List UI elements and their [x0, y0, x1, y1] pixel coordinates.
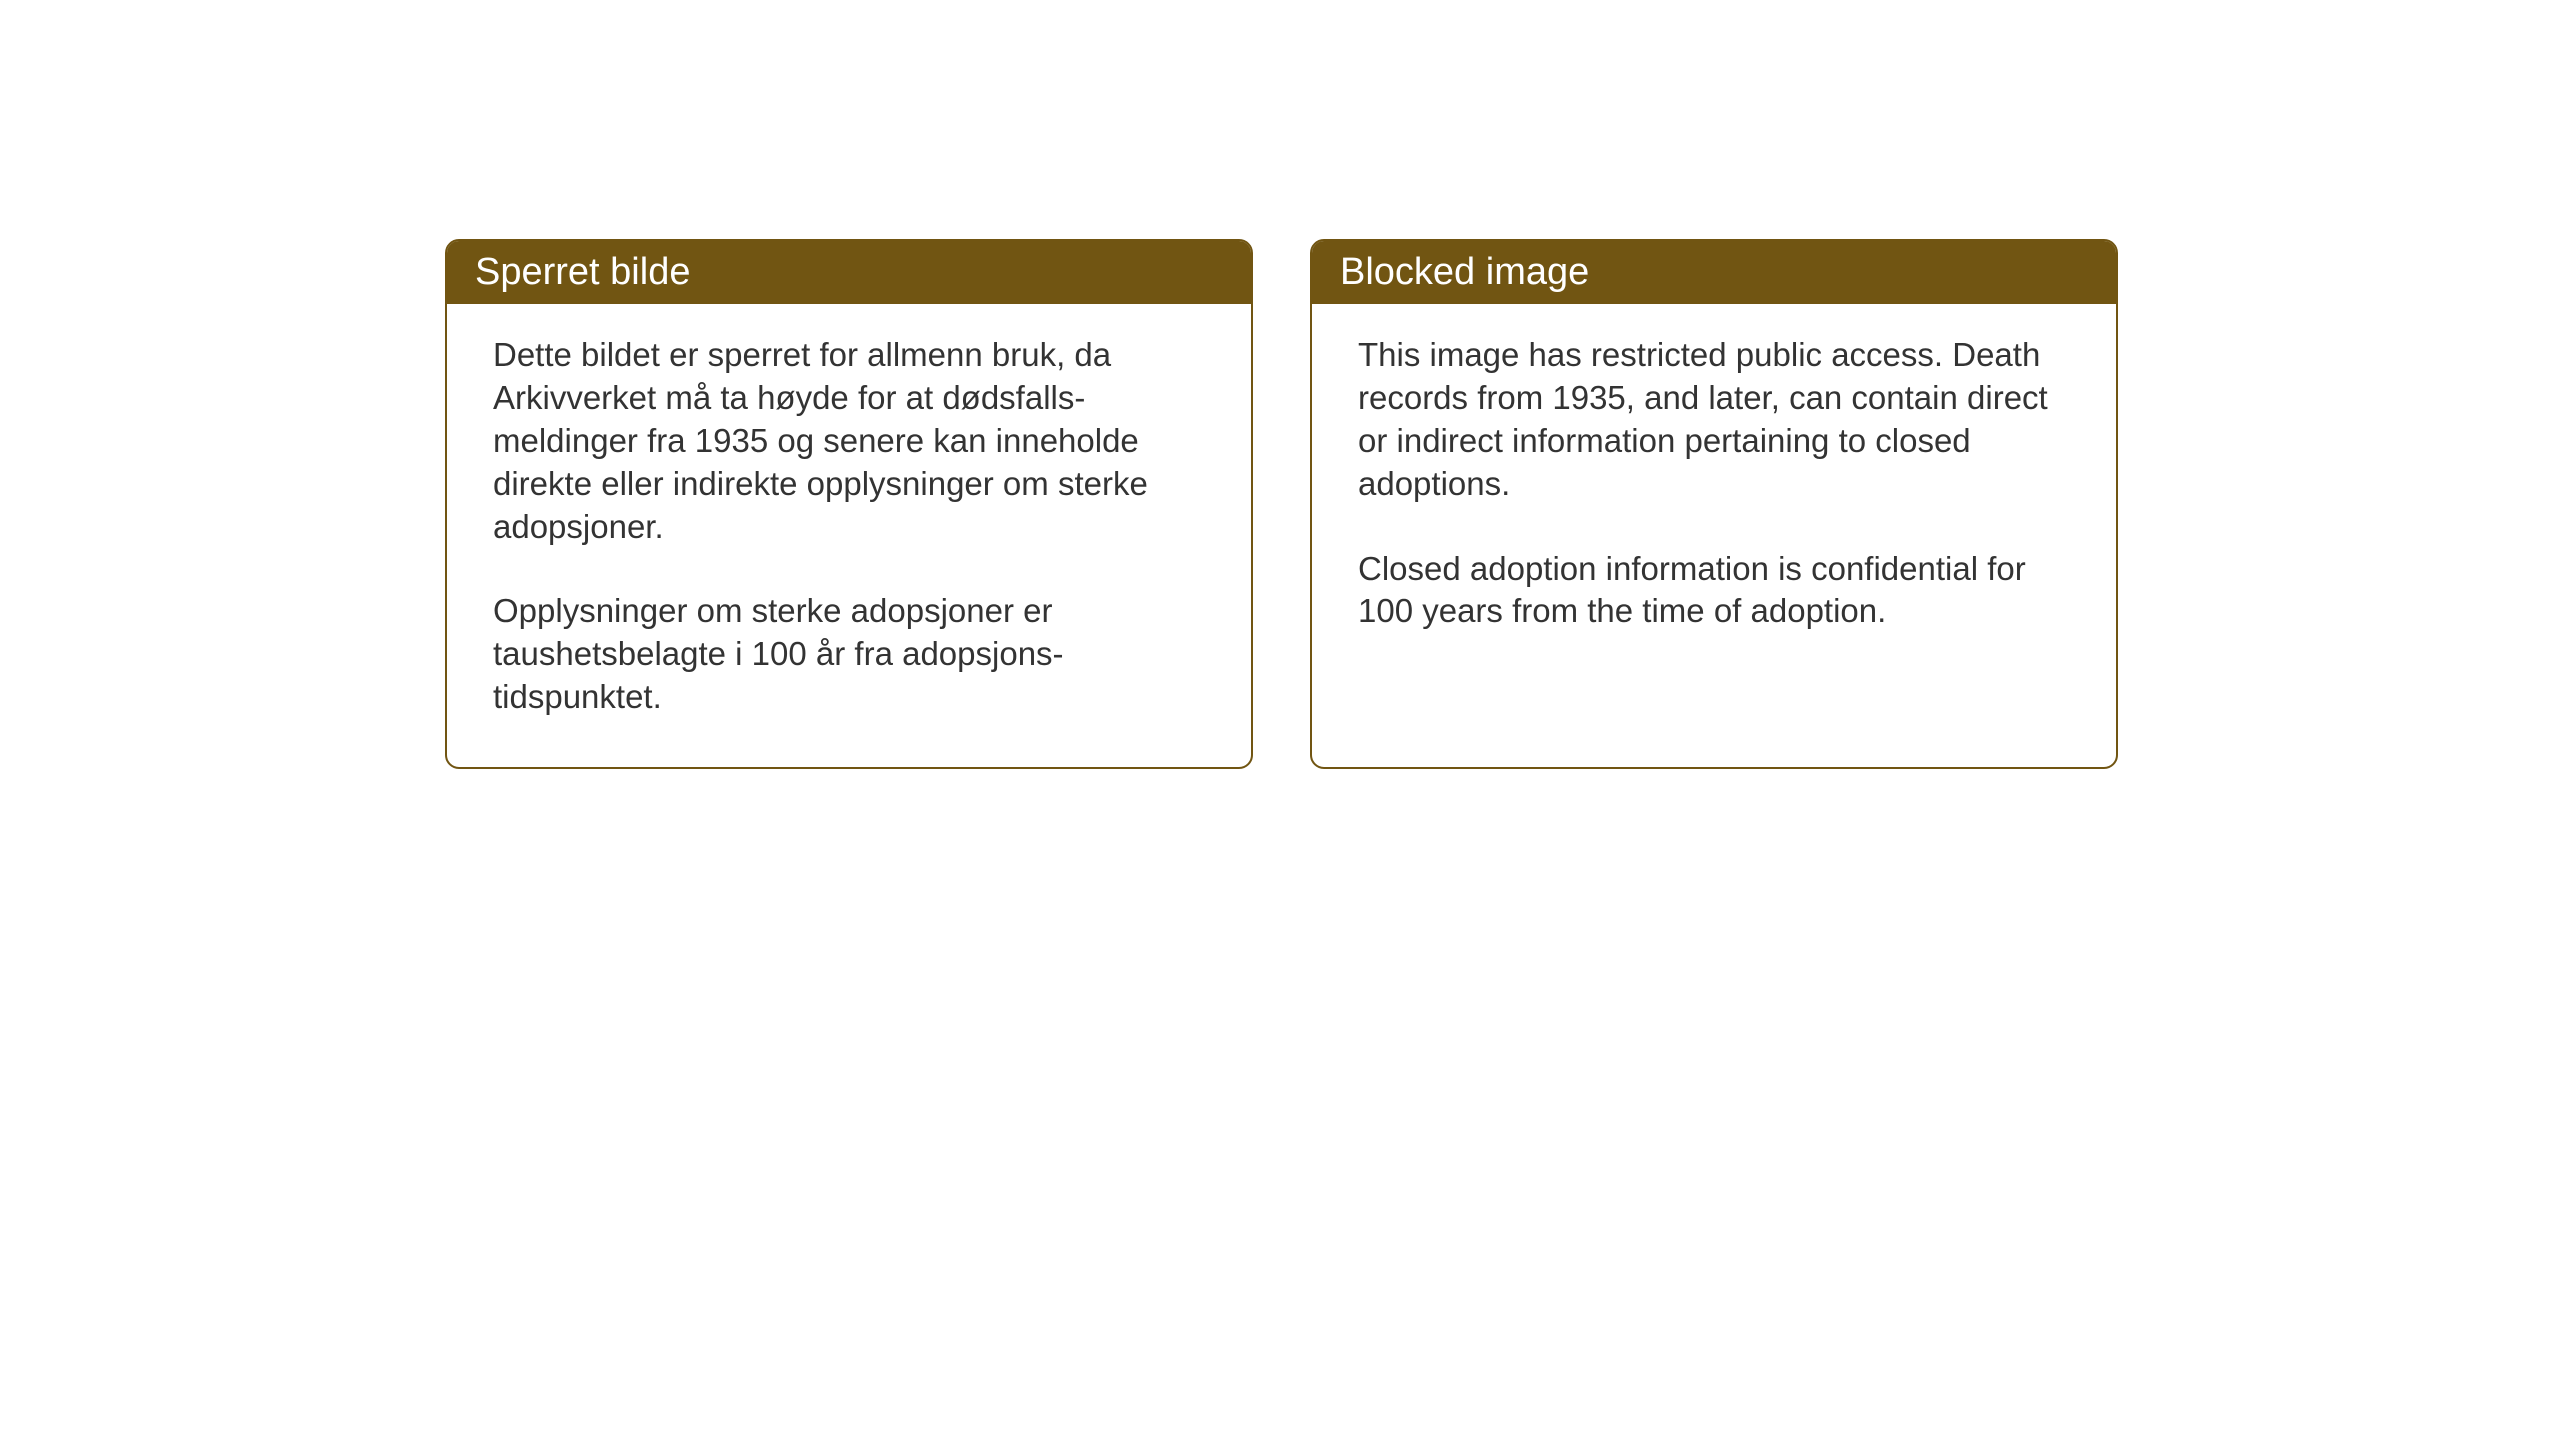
notice-paragraph: This image has restricted public access.… — [1358, 334, 2070, 506]
notice-body-english: This image has restricted public access.… — [1312, 304, 2116, 681]
notice-title-norwegian: Sperret bilde — [475, 251, 690, 293]
notice-paragraph: Dette bildet er sperret for allmenn bruk… — [493, 334, 1205, 548]
notice-title-english: Blocked image — [1340, 251, 1589, 293]
notice-header-english: Blocked image — [1312, 241, 2116, 304]
notice-container: Sperret bilde Dette bildet er sperret fo… — [445, 239, 2118, 769]
notice-header-norwegian: Sperret bilde — [447, 241, 1251, 304]
notice-body-norwegian: Dette bildet er sperret for allmenn bruk… — [447, 304, 1251, 767]
notice-paragraph: Closed adoption information is confident… — [1358, 548, 2070, 634]
notice-paragraph: Opplysninger om sterke adopsjoner er tau… — [493, 590, 1205, 719]
notice-box-norwegian: Sperret bilde Dette bildet er sperret fo… — [445, 239, 1253, 769]
notice-box-english: Blocked image This image has restricted … — [1310, 239, 2118, 769]
